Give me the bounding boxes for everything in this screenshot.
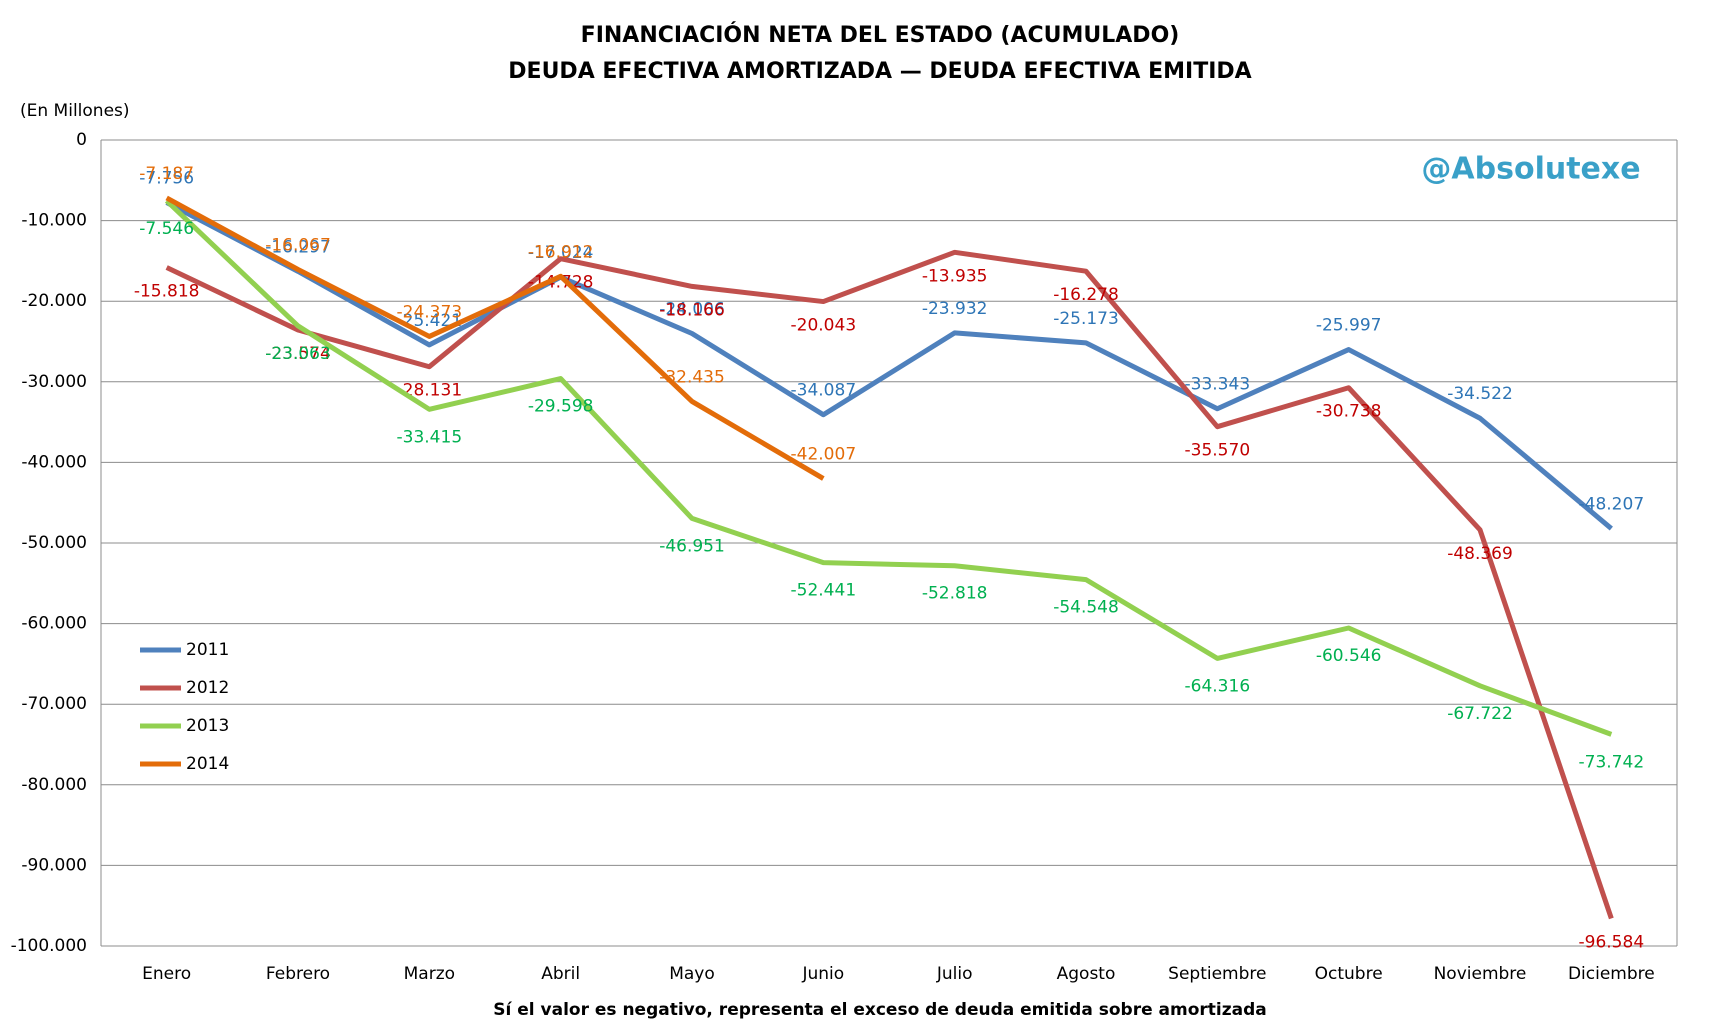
y-tick-label: -20.000	[21, 291, 87, 311]
data-label: -64.316	[1185, 676, 1251, 696]
x-tick-label: Enero	[142, 964, 191, 984]
data-label: -34.522	[1447, 384, 1513, 404]
data-label: -16.297	[265, 237, 331, 257]
x-tick-label: Julio	[936, 964, 973, 984]
data-label: -96.584	[1579, 932, 1645, 952]
data-label: -33.415	[397, 427, 463, 447]
x-tick-label: Febrero	[266, 964, 330, 984]
data-label: -28.131	[397, 381, 463, 401]
data-label: -30.738	[1316, 402, 1382, 422]
data-label: -32.435	[659, 367, 725, 387]
data-label: -54.548	[1053, 598, 1119, 618]
y-tick-label: -70.000	[21, 694, 87, 714]
data-label: -16.067	[265, 236, 331, 256]
legend-label: 2014	[186, 754, 229, 774]
data-label: -42.007	[791, 445, 857, 465]
y-tick-label: -40.000	[21, 452, 87, 472]
data-label: -25.997	[1316, 316, 1382, 336]
x-tick-label: Marzo	[404, 964, 455, 984]
x-tick-label: Noviembre	[1434, 964, 1527, 984]
data-label: -23.932	[922, 299, 988, 319]
y-tick-label: -100.000	[11, 936, 87, 956]
legend-label: 2011	[186, 640, 229, 660]
series-line	[165, 195, 825, 481]
series-line	[164, 199, 1613, 737]
data-label: -24.373	[397, 302, 463, 322]
x-tick-label: Septiembre	[1168, 964, 1266, 984]
data-label: -18.166	[659, 300, 725, 320]
data-label: -7.187	[139, 164, 194, 184]
x-tick-label: Diciembre	[1568, 964, 1655, 984]
watermark: @Absolutexe	[1421, 152, 1640, 187]
data-label: -13.935	[922, 266, 988, 286]
data-label: -33.343	[1185, 375, 1251, 395]
series-line	[165, 200, 1613, 531]
data-label: -29.598	[528, 397, 594, 417]
data-label: -48.369	[1447, 544, 1513, 564]
x-tick-label: Abril	[541, 964, 580, 984]
y-axis-label: (En Millones)	[20, 101, 130, 121]
data-label: -7.756	[139, 169, 194, 189]
data-label: -23.574	[265, 344, 331, 364]
data-label: -52.441	[791, 581, 857, 601]
legend-label: 2012	[186, 678, 229, 698]
data-label: -35.570	[1185, 441, 1251, 461]
data-label: -20.043	[791, 316, 857, 336]
y-tick-label: -60.000	[21, 614, 87, 634]
y-tick-label: -90.000	[21, 855, 87, 875]
data-label: -52.818	[922, 584, 988, 604]
series-line	[165, 249, 1614, 920]
y-tick-label: -80.000	[21, 775, 87, 795]
data-label: -15.818	[134, 281, 200, 301]
data-label: -14.728	[528, 273, 594, 293]
x-tick-label: Agosto	[1057, 964, 1116, 984]
y-tick-label: -10.000	[21, 211, 87, 231]
data-label: -17.024	[528, 243, 594, 263]
x-tick-label: Octubre	[1315, 964, 1383, 984]
x-axis-label: Sí el valor es negativo, representa el e…	[493, 1000, 1266, 1020]
data-label: -16.912	[528, 242, 594, 262]
y-tick-label: -50.000	[21, 533, 87, 553]
legend-label: 2013	[186, 716, 229, 736]
y-tick-label: -30.000	[21, 372, 87, 392]
data-label: -25.173	[1053, 309, 1119, 329]
chart-subtitle: DEUDA EFECTIVA AMORTIZADA — DEUDA EFECTI…	[508, 59, 1251, 84]
data-label: -16.278	[1053, 285, 1119, 305]
data-label: -60.546	[1316, 646, 1382, 666]
data-label: -23.063	[265, 344, 331, 364]
data-label: -24.006	[659, 299, 725, 319]
chart-title: FINANCIACIÓN NETA DEL ESTADO (ACUMULADO)	[581, 22, 1180, 48]
x-tick-label: Junio	[801, 964, 844, 984]
data-label: -34.087	[791, 381, 857, 401]
data-label: -46.951	[659, 536, 725, 556]
data-label: -73.742	[1579, 752, 1645, 772]
data-label: -7.546	[139, 219, 194, 239]
x-tick-label: Mayo	[669, 964, 715, 984]
data-label: -67.722	[1447, 704, 1513, 724]
data-label: -48.207	[1579, 495, 1645, 515]
y-tick-label: 0	[76, 130, 87, 150]
